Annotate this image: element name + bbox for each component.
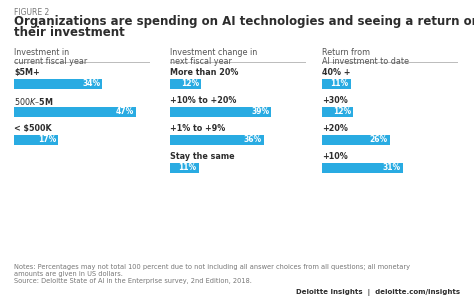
Text: Deloitte Insights  |  deloitte.com/insights: Deloitte Insights | deloitte.com/insight… — [296, 289, 460, 296]
Bar — [170, 135, 264, 145]
Text: 47%: 47% — [116, 107, 134, 117]
Text: Notes: Percentages may not total 100 percent due to not including all answer cho: Notes: Percentages may not total 100 per… — [14, 264, 410, 270]
Text: +20%: +20% — [322, 124, 348, 133]
Text: Investment change in: Investment change in — [170, 48, 257, 57]
Text: Stay the same: Stay the same — [170, 152, 235, 161]
Text: Source: Deloitte State of AI in the Enterprise survey, 2nd Edition, 2018.: Source: Deloitte State of AI in the Ente… — [14, 278, 252, 284]
Bar — [322, 135, 390, 145]
Text: Return from: Return from — [322, 48, 370, 57]
Text: +1% to +9%: +1% to +9% — [170, 124, 225, 133]
Bar — [14, 79, 102, 89]
Text: amounts are given in US dollars.: amounts are given in US dollars. — [14, 271, 123, 277]
Bar — [170, 79, 201, 89]
Text: Investment in: Investment in — [14, 48, 69, 57]
Bar — [14, 135, 58, 145]
Text: +30%: +30% — [322, 96, 348, 105]
Text: next fiscal year: next fiscal year — [170, 57, 232, 66]
Text: 34%: 34% — [82, 80, 100, 88]
Text: 12%: 12% — [181, 80, 199, 88]
Text: 31%: 31% — [383, 163, 401, 173]
Text: Organizations are spending on AI technologies and seeing a return on: Organizations are spending on AI technol… — [14, 15, 474, 28]
Text: 17%: 17% — [38, 136, 56, 144]
Bar — [170, 107, 272, 117]
Text: 40% +: 40% + — [322, 68, 350, 77]
Text: 39%: 39% — [251, 107, 269, 117]
Text: 26%: 26% — [369, 136, 388, 144]
Text: AI investment to date: AI investment to date — [322, 57, 409, 66]
Text: 12%: 12% — [333, 107, 351, 117]
Text: their investment: their investment — [14, 26, 125, 39]
Text: 36%: 36% — [244, 136, 262, 144]
Bar — [170, 163, 199, 173]
Text: 11%: 11% — [330, 80, 348, 88]
Bar — [14, 107, 136, 117]
Text: 11%: 11% — [179, 163, 197, 173]
Text: current fiscal year: current fiscal year — [14, 57, 87, 66]
Text: +10% to +20%: +10% to +20% — [170, 96, 237, 105]
Text: $5M+: $5M+ — [14, 68, 40, 77]
Text: +10%: +10% — [322, 152, 348, 161]
Bar — [322, 163, 402, 173]
Bar — [322, 107, 353, 117]
Text: FIGURE 2: FIGURE 2 — [14, 8, 49, 17]
Text: More than 20%: More than 20% — [170, 68, 238, 77]
Text: $500K–$5M: $500K–$5M — [14, 96, 54, 107]
Bar — [322, 79, 351, 89]
Text: < $500K: < $500K — [14, 124, 52, 133]
